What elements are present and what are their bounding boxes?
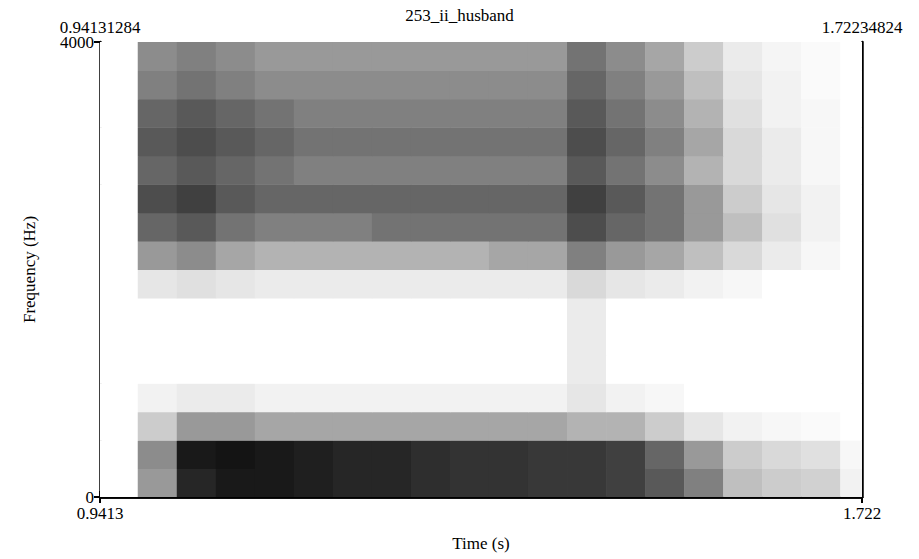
svg-text:Frequency (Hz): Frequency (Hz) <box>20 216 39 323</box>
svg-text:1.72234824: 1.72234824 <box>822 18 903 37</box>
svg-text:Time (s): Time (s) <box>452 534 509 553</box>
svg-text:1.722: 1.722 <box>843 504 881 523</box>
svg-text:4000: 4000 <box>60 32 94 52</box>
svg-text:0.94131284: 0.94131284 <box>60 18 141 37</box>
svg-text:0.9413: 0.9413 <box>77 504 124 523</box>
svg-text:253_ii_husband: 253_ii_husband <box>405 6 514 25</box>
svg-text:0: 0 <box>85 487 94 507</box>
